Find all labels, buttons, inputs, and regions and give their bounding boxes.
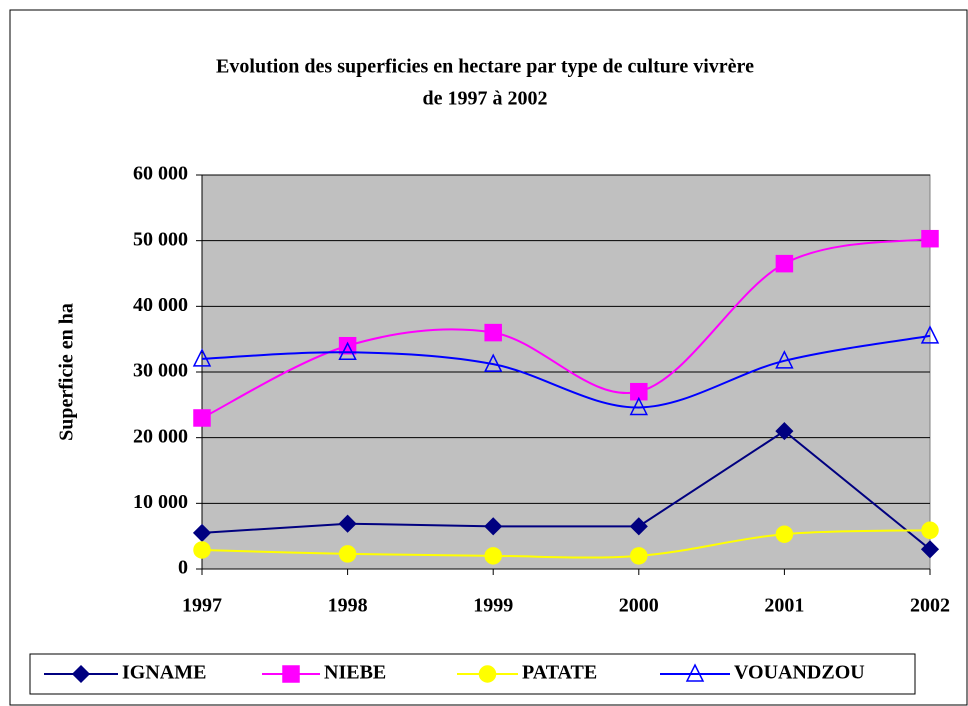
chart-title: de 1997 à 2002: [423, 88, 548, 110]
marker: [193, 541, 211, 559]
marker: [338, 341, 357, 361]
marker: [484, 323, 502, 342]
marker: [338, 514, 357, 533]
marker: [629, 517, 648, 536]
legend-marker: [71, 664, 91, 684]
x-tick-label: 2001: [764, 595, 804, 617]
y-tick-label: 10 000: [133, 491, 188, 513]
marker: [920, 540, 940, 559]
y-tick-label: 60 000: [133, 163, 188, 185]
marker: [775, 254, 794, 273]
marker: [921, 521, 939, 540]
x-tick-label: 1997: [182, 595, 222, 617]
x-tick-label: 1999: [473, 595, 513, 617]
series-line: [201, 529, 931, 559]
legend-marker: [478, 665, 497, 683]
y-tick-label: 0: [178, 557, 188, 579]
marker: [775, 350, 794, 369]
x-tick-label: 1998: [328, 595, 368, 617]
x-tick-label: 2000: [619, 595, 659, 617]
series-line: [201, 237, 931, 419]
series-line: [201, 429, 931, 551]
y-tick-label: 40 000: [133, 294, 188, 316]
y-tick-label: 50 000: [133, 228, 188, 250]
marker: [630, 547, 648, 565]
marker: [193, 409, 211, 427]
marker: [920, 325, 940, 344]
legend-marker: [282, 665, 300, 683]
legend-label: IGNAME: [122, 662, 206, 684]
marker: [484, 517, 503, 536]
legend-label: VOUANDZOU: [734, 662, 865, 684]
marker: [483, 353, 503, 372]
x-tick-label: 2002: [910, 595, 950, 617]
marker: [775, 525, 794, 543]
marker: [484, 547, 502, 565]
marker: [629, 396, 649, 416]
series-line: [201, 334, 931, 409]
marker: [921, 229, 939, 248]
legend-marker: [685, 663, 705, 682]
y-tick-label: 30 000: [133, 360, 188, 382]
legend-label: NIEBE: [324, 662, 386, 684]
marker: [192, 348, 212, 367]
chart-title: Evolution des superficies en hectare par…: [216, 56, 754, 78]
y-tick-label: 20 000: [133, 425, 188, 447]
legend-label: PATATE: [522, 662, 597, 684]
marker: [192, 523, 212, 542]
marker: [338, 545, 357, 563]
y-axis-label: Superficie en ha: [56, 303, 78, 441]
marker: [775, 422, 794, 441]
